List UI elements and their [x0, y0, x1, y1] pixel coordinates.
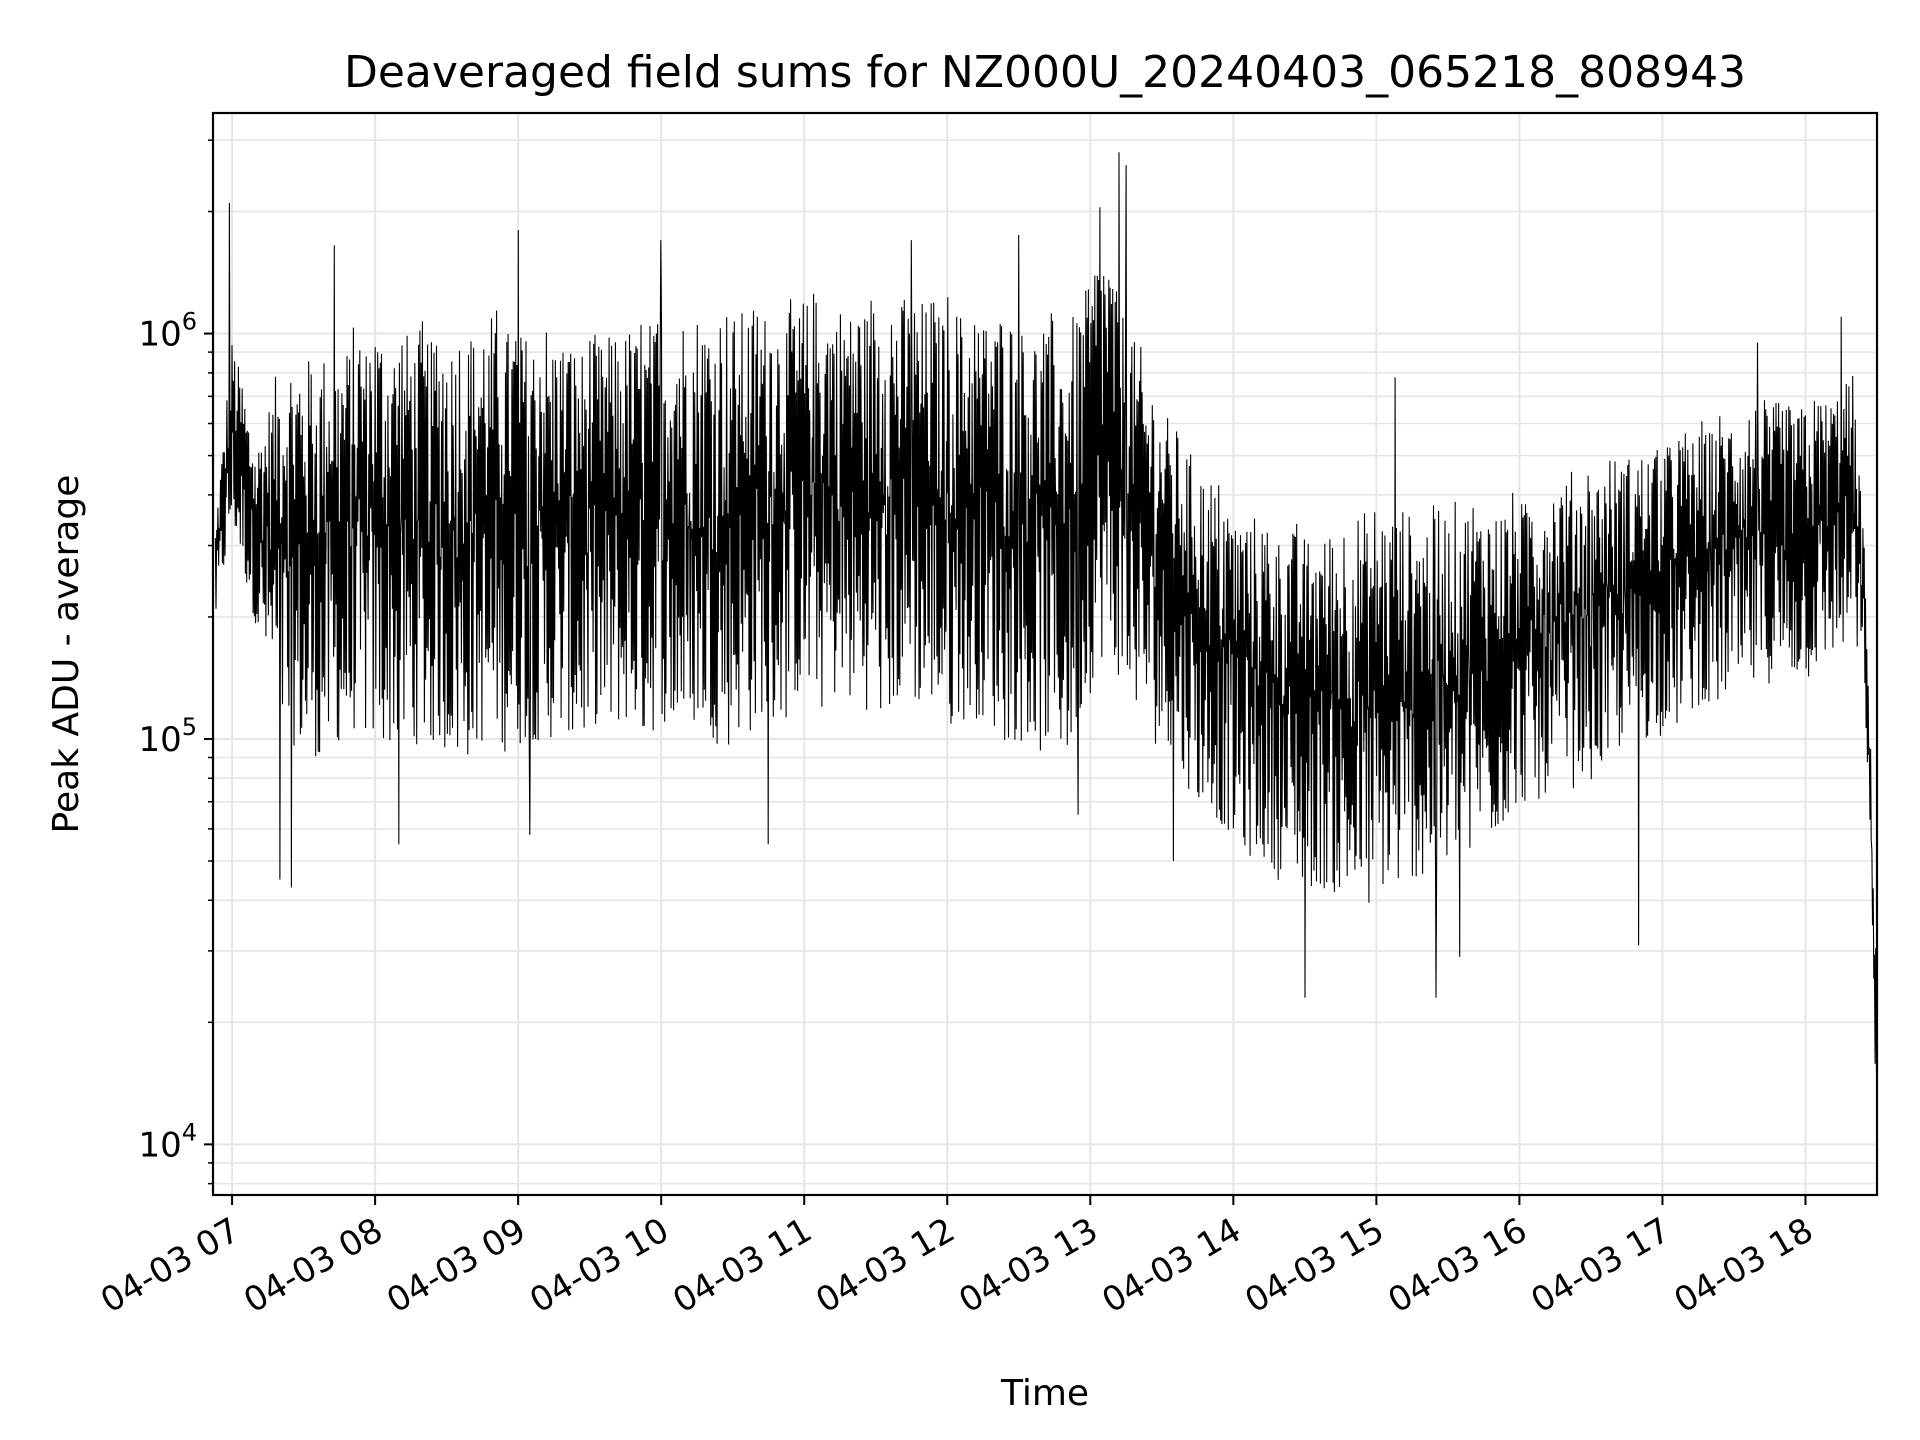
y-tick-base: 10 — [138, 1125, 181, 1165]
y-tick-exponent: 6 — [182, 308, 197, 336]
y-tick-base: 10 — [138, 315, 181, 355]
y-tick-label: 104 — [138, 1118, 197, 1165]
plot-frame — [211, 111, 1879, 1197]
y-tick-exponent: 5 — [182, 713, 197, 741]
y-axis-label: Peak ADU - average — [46, 475, 87, 834]
y-tick-label: 106 — [138, 308, 197, 355]
series-line — [214, 152, 1878, 1154]
y-tick-exponent: 4 — [182, 1118, 197, 1146]
chart-title: Deaveraged field sums for NZ000U_2024040… — [344, 47, 1746, 98]
x-axis-label: Time — [1000, 1373, 1089, 1414]
y-tick-label: 105 — [138, 713, 197, 760]
y-tick-base: 10 — [138, 720, 181, 760]
series-path — [214, 152, 1878, 1154]
